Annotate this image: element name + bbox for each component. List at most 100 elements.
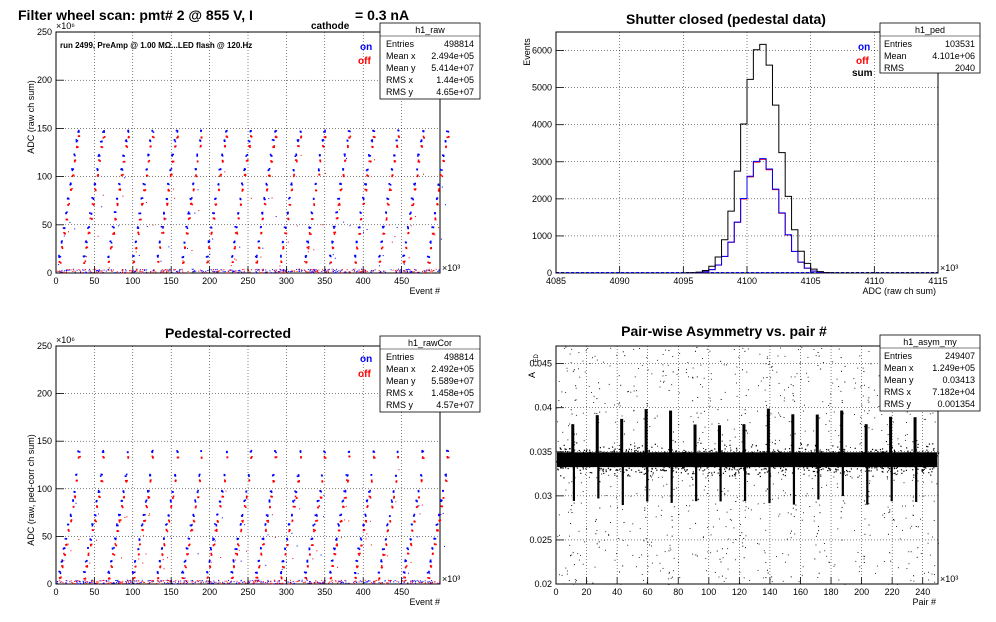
asym-spike-down [646, 459, 649, 502]
asym-point [563, 444, 565, 447]
baseline-point [258, 269, 260, 271]
asym-point [801, 461, 803, 463]
asym-point [878, 462, 881, 464]
asym-point [870, 465, 872, 467]
asym-point [721, 456, 723, 459]
baseline-point [349, 582, 351, 584]
asym-point [881, 458, 884, 461]
asym-point [663, 469, 665, 471]
asym-spike-up [644, 409, 648, 460]
asym-point [683, 449, 685, 452]
asym-point [576, 459, 578, 461]
scatter-point [275, 216, 277, 218]
asym-point [628, 459, 630, 461]
asym-sparse-point [573, 502, 575, 504]
baseline-point [117, 580, 119, 582]
on-point [122, 154, 125, 157]
x-tick-label: 50 [89, 276, 99, 286]
asym-point [730, 459, 732, 461]
asym-point [895, 463, 897, 465]
asym-point [710, 465, 712, 467]
on-point [98, 155, 101, 157]
on-point [295, 153, 297, 156]
on-point [113, 546, 115, 549]
baseline-point [424, 271, 426, 273]
baseline-point [210, 581, 212, 583]
asym-point [605, 456, 607, 459]
scatter-point [162, 559, 164, 561]
on-point [186, 547, 189, 550]
off-point [368, 495, 371, 498]
baseline-point [166, 271, 168, 273]
asym-point [800, 443, 802, 446]
off-point [98, 159, 100, 161]
asym-point [618, 448, 620, 450]
asym-point [755, 469, 757, 471]
panel-pedestal: Shutter closed (pedestal data) 4085 4090 4… [522, 11, 981, 296]
asym-point [589, 457, 591, 459]
on-point [426, 255, 429, 258]
asym-point [746, 467, 748, 469]
on-point [255, 256, 258, 258]
off-point [166, 530, 169, 533]
off-point [314, 529, 316, 532]
asym-spike-down [792, 459, 796, 505]
on-point [108, 572, 111, 574]
scatter-point [336, 566, 338, 568]
baseline-point [270, 582, 272, 584]
asym-point [736, 463, 738, 465]
scatter-point [323, 494, 325, 496]
baseline-point [119, 582, 121, 584]
baseline-point [343, 272, 345, 274]
asym-sparse-point [766, 376, 768, 378]
asym-point [779, 454, 781, 457]
off-point [76, 145, 78, 148]
asym-point [846, 474, 848, 476]
asym-sparse-point [671, 519, 673, 521]
asym-point [736, 449, 738, 451]
baseline-point [273, 270, 275, 272]
baseline-point [117, 581, 119, 583]
ped-stat-label: Mean [884, 51, 907, 61]
baseline-point [309, 582, 311, 584]
off-point [264, 529, 267, 532]
on-point [71, 168, 73, 170]
on-point [420, 474, 422, 476]
asym-point [774, 464, 776, 466]
asym-point [761, 462, 763, 464]
asym-point [849, 470, 851, 473]
off-point [420, 480, 423, 483]
on-point [335, 211, 337, 214]
off-point [410, 544, 413, 547]
baseline-point [266, 583, 268, 585]
on-point [94, 514, 96, 516]
asym-point [644, 468, 646, 470]
baseline-point [366, 270, 368, 272]
asym-point [560, 475, 562, 477]
on-point [385, 211, 387, 214]
baseline-point [200, 582, 202, 584]
asym-point [785, 468, 787, 470]
baseline-point [409, 269, 411, 271]
on-point [237, 213, 239, 215]
asym-point [629, 456, 631, 458]
asym-point [634, 455, 636, 458]
off-point [258, 566, 260, 569]
asym-point [726, 467, 728, 469]
baseline-point [177, 271, 179, 273]
on-point [114, 538, 117, 541]
asym-point [934, 457, 936, 460]
on-point [406, 225, 409, 228]
asym-point [613, 452, 616, 454]
on-point [151, 129, 154, 132]
on-point [343, 490, 345, 493]
y-tick-label: 250 [37, 27, 52, 37]
asym-point [905, 458, 907, 461]
asym-point [730, 449, 732, 451]
baseline-point [314, 269, 316, 271]
asym-point [766, 471, 768, 473]
asym-point [779, 451, 781, 453]
asym-point [782, 461, 784, 463]
on-point [192, 513, 195, 516]
on-point [170, 168, 173, 170]
